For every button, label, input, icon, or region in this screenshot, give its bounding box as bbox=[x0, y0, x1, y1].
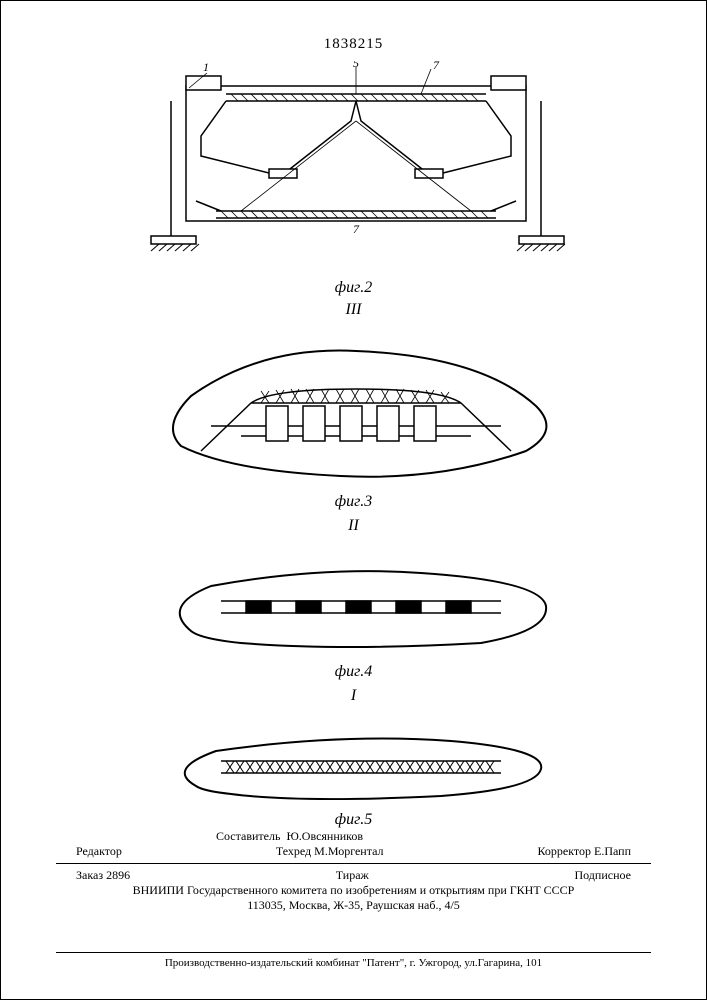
techred-label: Техред bbox=[276, 844, 311, 858]
ref-label: 7 bbox=[433, 61, 440, 72]
divider bbox=[56, 863, 651, 864]
print-run-label: Тираж bbox=[336, 868, 369, 883]
fig5-label: фиг.5 bbox=[1, 811, 706, 829]
fig3-label: фиг.3 bbox=[1, 493, 706, 511]
techred-name: М.Моргентал bbox=[314, 844, 383, 858]
figure-2: 1 5 7 7 bbox=[141, 61, 571, 286]
order-label: Заказ bbox=[76, 868, 103, 882]
figure-5 bbox=[141, 721, 571, 811]
corrector-label: Корректор bbox=[537, 844, 591, 858]
patent-number: 1838215 bbox=[1, 36, 706, 53]
figure-3 bbox=[141, 331, 571, 491]
ref-label: 5 bbox=[353, 61, 359, 70]
order-number: 2896 bbox=[106, 868, 130, 882]
figure-4 bbox=[141, 551, 571, 661]
footer-line: Производственно-издательский комбинат "П… bbox=[56, 952, 651, 969]
ref-label: 7 bbox=[353, 222, 360, 236]
subscription-label: Подписное bbox=[574, 868, 631, 883]
institute-line1: ВНИИПИ Государственного комитета по изоб… bbox=[56, 883, 651, 898]
roman-1: I bbox=[1, 687, 706, 705]
compiler-name: Ю.Овсянников bbox=[286, 829, 363, 843]
corrector-name: Е.Папп bbox=[594, 844, 631, 858]
credits-block: Составитель Ю.Овсянников Редактор Техред… bbox=[56, 829, 651, 913]
ref-label: 1 bbox=[203, 61, 209, 74]
fig4-label: фиг.4 bbox=[1, 663, 706, 681]
page: 1838215 bbox=[0, 0, 707, 1000]
editor-label: Редактор bbox=[76, 844, 122, 859]
fig2-label: фиг.2 bbox=[1, 279, 706, 297]
roman-2: II bbox=[1, 517, 706, 535]
institute-line2: 113035, Москва, Ж-35, Раушская наб., 4/5 bbox=[56, 898, 651, 913]
roman-3: III bbox=[1, 301, 706, 319]
compiler-label: Составитель bbox=[216, 829, 280, 843]
